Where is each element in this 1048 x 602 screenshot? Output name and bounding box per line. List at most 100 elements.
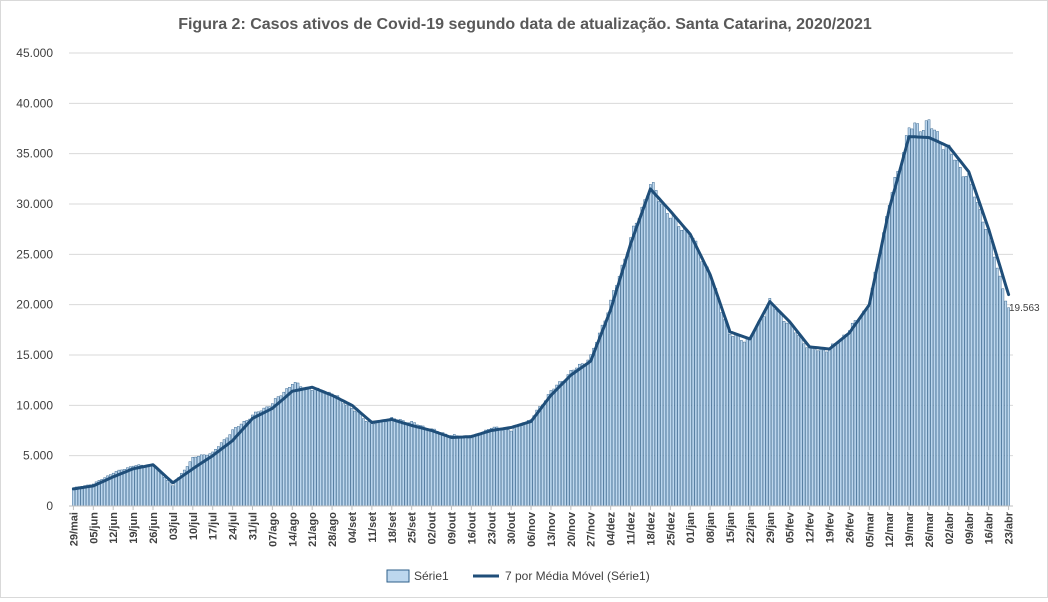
bar [447, 435, 450, 507]
bar [754, 329, 757, 507]
bar [765, 307, 769, 507]
last-value-label: 19.563 [1009, 303, 1040, 314]
bar [146, 465, 149, 507]
bar [171, 485, 175, 507]
bar [927, 119, 931, 507]
bar [831, 343, 834, 507]
bar [623, 258, 627, 507]
bar [933, 129, 936, 507]
bar [450, 435, 453, 507]
bar [325, 392, 328, 507]
bar [524, 422, 527, 507]
bar [265, 406, 269, 507]
bar [143, 465, 146, 507]
bar [640, 206, 644, 507]
x-tick-label: 31/jul [247, 512, 259, 540]
bar [791, 325, 794, 507]
bar [882, 232, 885, 507]
x-tick-label: 08/jan [705, 512, 717, 543]
x-axis-ticks: 29/mai 05/jun 12/jun 19/jun 26/jun 03/jul 10/j… [68, 506, 1016, 547]
bar [956, 160, 959, 507]
bar [188, 461, 192, 507]
bar [620, 264, 624, 507]
x-tick-label: 04/set [347, 512, 359, 544]
bar [262, 407, 266, 507]
x-tick-label: 10/jul [188, 512, 200, 540]
bar [271, 403, 274, 507]
bar [629, 237, 632, 507]
bar [919, 131, 922, 507]
bar [632, 225, 635, 507]
bar [794, 332, 797, 507]
y-tick-label: 10.000 [16, 398, 53, 412]
bar [288, 387, 291, 507]
bar [788, 321, 792, 507]
bar [796, 335, 800, 507]
legend-label-bar: Série1 [414, 569, 449, 583]
bar [822, 349, 826, 507]
bar [845, 333, 848, 507]
bar [779, 314, 783, 507]
bar [705, 266, 709, 507]
x-tick-label: 16/out [466, 512, 478, 545]
bar [461, 436, 465, 507]
bar [504, 429, 507, 507]
bar [819, 348, 823, 507]
bar [563, 379, 567, 507]
bar [464, 436, 467, 507]
bar [427, 429, 431, 507]
y-tick-label: 5.000 [23, 449, 53, 463]
bar [501, 430, 504, 507]
bar [862, 310, 865, 507]
bar [532, 415, 536, 507]
bar [723, 319, 726, 507]
bar [353, 410, 357, 507]
bar [660, 203, 664, 507]
bar [390, 417, 394, 507]
y-tick-label: 40.000 [16, 96, 53, 110]
bar [757, 321, 760, 507]
x-tick-label: 16/abr [984, 511, 996, 544]
bar [572, 369, 575, 507]
bar [916, 123, 919, 507]
bar [489, 427, 493, 507]
bar [487, 429, 490, 507]
bar [558, 381, 561, 507]
bar [509, 430, 513, 507]
x-tick-label: 03/jul [168, 512, 180, 540]
bar [222, 439, 226, 507]
bar [455, 435, 459, 507]
bar [592, 347, 595, 507]
y-tick-label: 35.000 [16, 147, 53, 161]
bar [543, 400, 547, 507]
bar [870, 287, 874, 507]
bar [154, 467, 158, 507]
bar [478, 433, 482, 507]
bar [205, 454, 209, 507]
bar [356, 411, 359, 507]
bar [236, 426, 240, 507]
bar [1004, 300, 1008, 507]
bar [961, 176, 965, 507]
y-tick-label: 20.000 [16, 298, 53, 312]
bar [410, 421, 413, 507]
bar [782, 321, 786, 507]
x-tick-label: 18/set [387, 512, 399, 544]
bar [649, 184, 652, 507]
bar [887, 205, 891, 507]
bar [580, 363, 584, 507]
bar [600, 324, 604, 507]
bar [254, 411, 257, 507]
bar [529, 419, 533, 507]
bar [856, 321, 860, 507]
bar [836, 343, 840, 507]
x-tick-label: 19/mar [904, 511, 916, 547]
bar [700, 261, 703, 507]
bar [342, 403, 345, 507]
bar [336, 395, 340, 507]
bar [711, 282, 715, 507]
legend: Série1 7 por Média Móvel (Série1) [386, 569, 650, 583]
bar [467, 437, 470, 507]
bar [893, 176, 897, 507]
bar [344, 404, 348, 507]
